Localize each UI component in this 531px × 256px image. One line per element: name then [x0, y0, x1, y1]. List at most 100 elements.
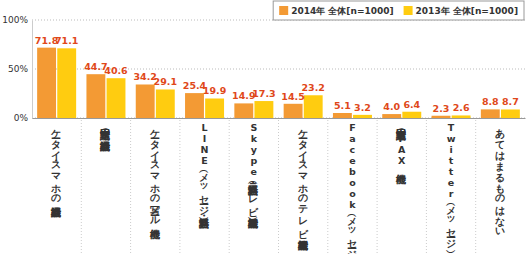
bar [382, 114, 401, 118]
bar [432, 116, 451, 118]
x-tick: Skype（無料通話・テレビ電話機能） [230, 122, 277, 254]
x-tick: ケータイ・スマホの写メール機能 [132, 122, 179, 254]
data-label: 17.3 [252, 88, 275, 99]
legend-box [273, 1, 524, 20]
grid-line [32, 118, 525, 119]
data-label: 2.6 [453, 102, 470, 113]
y-tick: 0% [14, 113, 32, 123]
bar-series [37, 48, 500, 118]
x-tick-label: Skype（無料通話・テレビ電話機能） [248, 122, 259, 254]
data-label: 8.8 [482, 96, 499, 107]
x-tick: LINE（メッセージ・無料通話） [181, 122, 228, 254]
x-tick-wrap: Skype（無料通話・テレビ電話機能） [230, 122, 277, 254]
separator [81, 120, 82, 254]
y-tick-label: 50% [8, 64, 28, 74]
data-label: 40.6 [104, 65, 128, 76]
x-tick-wrap: ケータイ・スマホの写メール機能 [132, 122, 179, 254]
x-tick: ケータイ・スマホのテレビ電話機能 [280, 122, 327, 254]
grid [32, 20, 525, 118]
bar [284, 104, 303, 118]
x-tick-label: ケータイ・スマホのテレビ電話機能 [298, 122, 309, 254]
bar-series [57, 48, 520, 118]
x-tick-wrap: LINE（メッセージ・無料通話） [181, 122, 228, 254]
x-tick: 固定電話の通話機能 [82, 122, 129, 254]
bar [185, 93, 204, 118]
separator [278, 120, 279, 254]
data-label: 6.4 [403, 99, 420, 110]
y-tick-label: 100% [2, 15, 28, 25]
legend-item: 2013年 全体[n=1000] [404, 6, 518, 16]
x-tick-label: ケータイ・スマホの写メール機能 [150, 122, 161, 254]
bar [86, 74, 105, 118]
x-tick-label: ケータイ・スマホの通話機能 [51, 122, 62, 254]
data-label: 5.1 [334, 100, 351, 111]
legend-label: 2013年 全体[n=1000] [416, 6, 518, 16]
bar [156, 89, 175, 118]
x-tick-label: 固定電話の通話機能 [100, 122, 111, 254]
x-tick-wrap: 固定電話のFAX機能 [378, 122, 425, 254]
bar [452, 115, 471, 118]
separator [475, 120, 476, 254]
legend-swatch [279, 6, 288, 15]
category-separators [81, 120, 475, 254]
bar [333, 113, 352, 118]
bar [501, 109, 520, 118]
x-tick-wrap: ケータイ・スマホのテレビ電話機能 [280, 122, 327, 254]
y-axis-line [32, 21, 33, 119]
x-tick-label: 固定電話のFAX機能 [396, 122, 407, 254]
x-tick: あてはまるものはない [477, 122, 524, 254]
bar [37, 48, 56, 118]
bar [107, 78, 126, 118]
data-label: 2.3 [433, 103, 450, 114]
separator [327, 120, 328, 254]
data-label: 8.7 [502, 96, 519, 107]
y-axis: 0% 50% 100% [2, 15, 32, 123]
x-tick-label: Facebook（メッセージ） [347, 122, 358, 254]
data-label: 4.0 [383, 101, 400, 112]
legend-label: 2014年 全体[n=1000] [291, 6, 393, 16]
separator [179, 120, 180, 254]
x-tick: ケータイ・スマホの通話機能 [33, 122, 80, 254]
data-labels: 71.844.734.225.414.914.55.14.02.38.8 [35, 35, 499, 114]
data-labels: 71.1 40.6 29.1 19.9 17.3 23.2 3.2 6.4 2.6 8.7 [55, 35, 519, 113]
x-tick-wrap: ケータイ・スマホの通話機能 [33, 122, 80, 254]
bar [205, 98, 224, 118]
bar [234, 103, 253, 118]
x-tick: Twitter（メッセージ） [427, 122, 474, 254]
x-axis [33, 118, 526, 119]
bar [304, 95, 323, 118]
x-tick-label: あてはまるものはない [495, 122, 506, 254]
bar [353, 115, 372, 118]
y-tick-label: 0% [14, 113, 29, 123]
bar [136, 84, 155, 118]
separator [377, 120, 378, 254]
chart: 0% 50% 100% ケータイ・スマホの通話機能 固定電話の通話機能 ケータイ・スマホの… [0, 0, 531, 256]
plot: 0% 50% 100% ケータイ・スマホの通話機能 固定電話の通話機能 ケータイ・スマホの… [2, 15, 525, 254]
data-label: 19.9 [203, 85, 226, 96]
bar [402, 112, 421, 118]
x-tick-wrap: あてはまるものはない [477, 122, 524, 254]
legend-item: 2014年 全体[n=1000] [279, 6, 393, 16]
data-label: 3.2 [354, 102, 371, 113]
data-label: 29.1 [154, 76, 177, 87]
x-tick-wrap: Facebook（メッセージ） [329, 122, 376, 254]
x-axis-line [33, 118, 526, 119]
x-tick-label: LINE（メッセージ・無料通話） [199, 122, 210, 254]
data-label: 71.1 [55, 35, 78, 46]
x-tick-wrap: 固定電話の通話機能 [82, 122, 129, 254]
separator [229, 120, 230, 254]
x-tick-wrap: Twitter（メッセージ） [427, 122, 474, 254]
data-label: 23.2 [301, 82, 324, 93]
x-tick: 固定電話のFAX機能 [378, 122, 425, 254]
y-tick: 50% [8, 64, 32, 74]
x-tick: Facebook（メッセージ） [329, 122, 376, 254]
x-tick-label: Twitter（メッセージ） [446, 122, 457, 254]
legend-swatch [404, 6, 413, 15]
separator [426, 120, 427, 254]
bars [37, 48, 520, 118]
bar [481, 109, 500, 118]
separator [130, 120, 131, 254]
y-tick: 100% [2, 15, 32, 25]
bar [254, 101, 273, 118]
legend: 2014年 全体[n=1000] 2013年 全体[n=1000] [273, 1, 524, 20]
